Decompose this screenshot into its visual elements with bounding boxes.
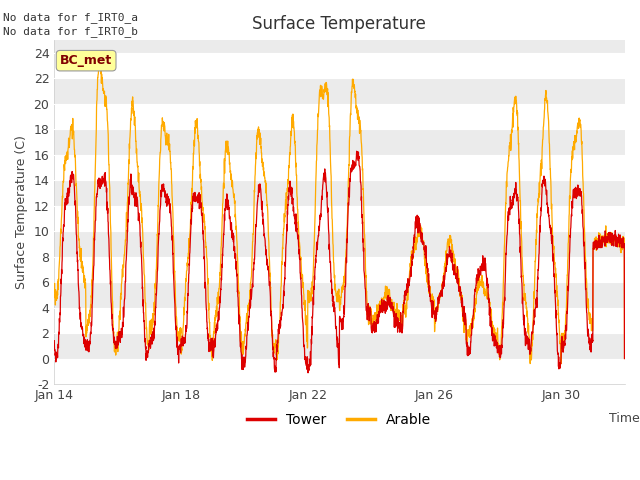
Bar	[54, 231, 625, 257]
Bar	[54, 282, 625, 308]
Title: Surface Temperature: Surface Temperature	[252, 15, 426, 33]
Bar	[54, 78, 625, 104]
Text: No data for f_IRT0_a
No data for f_IRT0_b: No data for f_IRT0_a No data for f_IRT0_…	[3, 12, 138, 37]
Y-axis label: Surface Temperature (C): Surface Temperature (C)	[15, 135, 28, 289]
Bar	[54, 129, 625, 155]
X-axis label: Time: Time	[609, 411, 640, 424]
Text: BC_met: BC_met	[60, 54, 112, 67]
Bar	[54, 180, 625, 206]
Legend: Tower, Arable: Tower, Arable	[242, 407, 437, 432]
Bar	[54, 333, 625, 359]
Bar	[54, 40, 625, 53]
